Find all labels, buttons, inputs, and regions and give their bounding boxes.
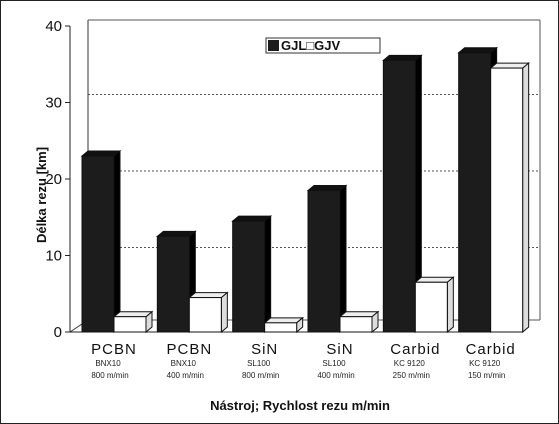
bar-gjl: [156, 235, 190, 333]
x-category-speed: 250 m/min: [393, 371, 430, 380]
bar-side-face: [220, 291, 228, 334]
bar-side-face: [264, 215, 272, 334]
x-category-label: PCBN: [166, 341, 212, 358]
bar-side-face: [522, 62, 530, 334]
x-category-tool: SL100: [322, 359, 346, 368]
x-category-label: Carbid: [466, 341, 516, 358]
x-category-speed: 800 m/min: [91, 371, 128, 380]
x-category-label: PCBN: [91, 341, 137, 358]
bar-gjl: [307, 189, 341, 333]
y-tick-label: 40: [45, 18, 62, 35]
legend-swatch-gjl: [268, 40, 279, 51]
x-category-tool: BNX10: [95, 359, 121, 368]
legend: GJL□GJV: [265, 37, 381, 54]
bar-gjv: [414, 281, 448, 333]
bar-side-face: [446, 276, 454, 334]
bar-gjv: [490, 67, 524, 333]
bar-side-face: [339, 184, 347, 334]
bar-gjv: [188, 297, 222, 333]
x-axis-title: Nástroj; Rychlost rezu m/min: [210, 398, 390, 413]
x-category-tool: BNX10: [171, 359, 197, 368]
y-tick-label: 10: [45, 248, 62, 265]
bar-gjv: [113, 316, 147, 333]
bar-gjv: [264, 322, 298, 333]
x-category-speed: 400 m/min: [167, 371, 204, 380]
y-tick-label: 0: [54, 324, 62, 341]
x-category-speed: 150 m/min: [468, 371, 505, 380]
x-category-tool: KC 9120: [469, 359, 501, 368]
y-tick-label: 20: [45, 171, 62, 188]
x-category-tool: SL100: [247, 359, 271, 368]
x-category-speed: 400 m/min: [317, 371, 354, 380]
x-category-speed: 800 m/min: [242, 371, 279, 380]
x-category-label: Carbid: [390, 341, 440, 358]
y-tick-label: 30: [45, 95, 62, 112]
bar-side-face: [113, 149, 121, 334]
y-axis-title: Délka rezu [km]: [34, 147, 49, 243]
x-category-label: SiN: [251, 341, 278, 358]
x-category-tool: KC 9120: [394, 359, 426, 368]
legend-box: [265, 37, 381, 54]
bar-gjv: [339, 316, 373, 333]
legend-label: GJL□GJV: [281, 38, 340, 53]
bar-gjl: [458, 52, 492, 333]
bar-gjl: [81, 155, 115, 333]
bar-gjl: [382, 59, 416, 333]
x-category-label: SiN: [326, 341, 353, 358]
bars-layer: [80, 46, 531, 334]
bar-gjl: [232, 220, 266, 333]
